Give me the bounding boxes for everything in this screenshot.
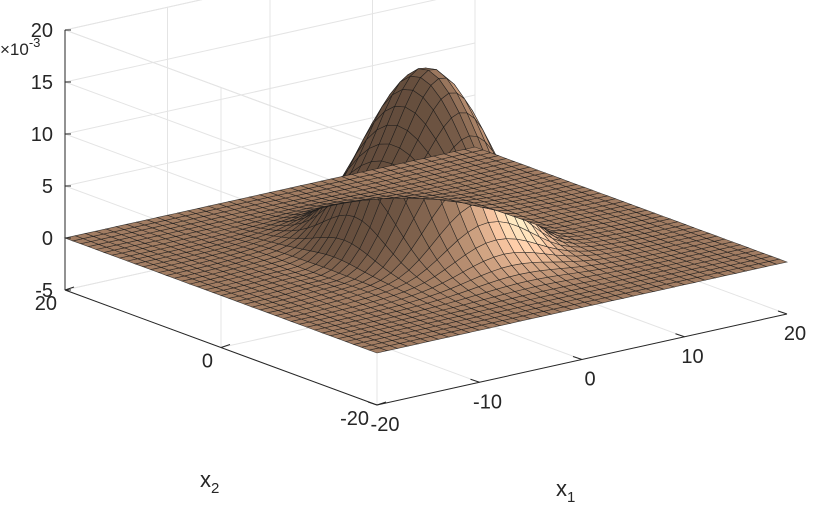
z-tick-label: 5 (42, 176, 53, 198)
x1-tick (470, 378, 480, 383)
x1-tick (777, 310, 788, 315)
x1-tick-label: 20 (784, 323, 806, 345)
z-tick-label: 0 (42, 228, 53, 250)
x2-tick (64, 286, 75, 291)
x1-tick-label: -20 (371, 414, 400, 436)
x1-axis-label: x1 (556, 476, 575, 506)
z-tick-label: 15 (31, 72, 53, 94)
x2-tick (220, 344, 231, 348)
surface-mesh (63, 67, 789, 354)
surface-patch (463, 146, 484, 153)
z-tick-label: -5 (35, 280, 53, 302)
x2-tick-label: 0 (202, 351, 213, 373)
axes-labels: ×10-3 x1 x2 -5 0 5 10 15 20 -20 0 20 -20 -10 0 10 20 (0, 20, 806, 506)
x2-tick-label: 20 (35, 293, 57, 315)
axes-lines (64, 29, 788, 406)
x1-tick-label: 10 (681, 346, 703, 368)
x1-tick-label: 0 (584, 369, 595, 391)
x1-tick (367, 401, 378, 406)
x2-axis-label: x2 (200, 467, 219, 497)
x1-tick (572, 356, 583, 360)
exponent-label: ×10-3 (0, 35, 40, 59)
z-tick-label: 20 (31, 20, 53, 42)
x1-tick-label: -10 (473, 391, 502, 413)
x2-tick-label: -20 (340, 408, 369, 430)
x1-tick (675, 333, 685, 338)
z-tick-label: 10 (31, 124, 53, 146)
